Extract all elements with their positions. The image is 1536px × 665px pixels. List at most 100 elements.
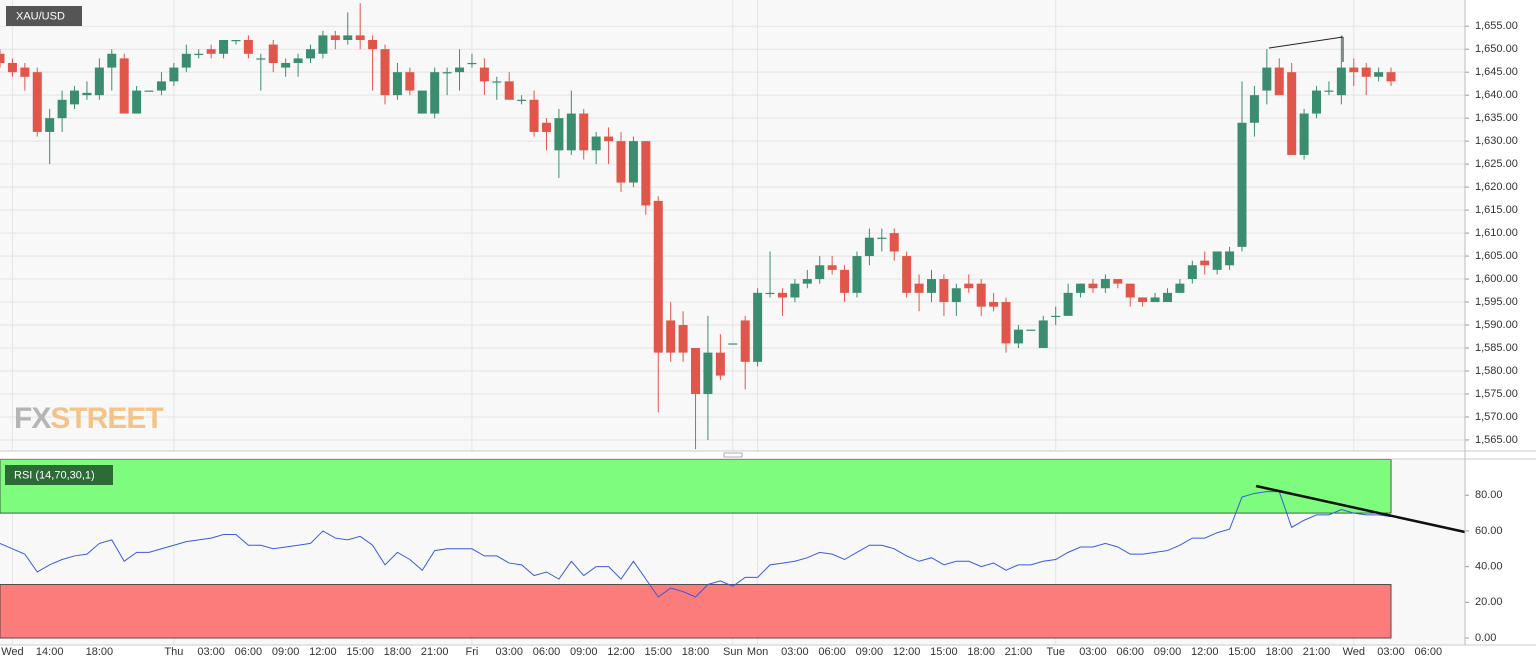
rsi-band bbox=[0, 459, 1392, 514]
candle-body bbox=[902, 256, 912, 293]
watermark-street: STREET bbox=[50, 402, 163, 435]
x-tick-label: 06:00 bbox=[1116, 646, 1144, 658]
x-tick-label: 03:00 bbox=[197, 646, 225, 658]
candle-body bbox=[169, 67, 179, 82]
x-tick-label: 15:00 bbox=[346, 646, 374, 658]
candle-body bbox=[1386, 72, 1396, 82]
candle-body bbox=[7, 62, 17, 73]
candle-body bbox=[32, 72, 42, 132]
x-tick-label: Thu bbox=[164, 646, 183, 658]
candle-body bbox=[1100, 279, 1110, 289]
candle-body bbox=[517, 99, 527, 101]
candle-body bbox=[815, 265, 825, 280]
candle-body bbox=[1249, 95, 1259, 123]
candle-body bbox=[1138, 297, 1148, 303]
x-tick-label: 12:00 bbox=[1191, 646, 1219, 658]
candle-body bbox=[666, 320, 676, 353]
candle-body bbox=[591, 136, 601, 151]
candle-body bbox=[989, 302, 999, 307]
y-tick-label: 80.00 bbox=[1475, 489, 1503, 501]
title-box bbox=[6, 6, 82, 26]
candle-body bbox=[715, 352, 725, 376]
candle-body bbox=[678, 325, 688, 353]
x-tick-label: 15:00 bbox=[930, 646, 958, 658]
x-tick-label: 06:00 bbox=[1415, 646, 1443, 658]
y-tick-label: 40.00 bbox=[1475, 561, 1503, 573]
candle-body bbox=[740, 320, 750, 362]
candle-body bbox=[541, 122, 551, 132]
x-tick-label: 03:00 bbox=[1377, 646, 1405, 658]
x-tick-label: 06:00 bbox=[818, 646, 846, 658]
y-tick-label: 0.00 bbox=[1475, 632, 1496, 644]
candle-body bbox=[392, 72, 402, 96]
x-tick-label: 09:00 bbox=[856, 646, 884, 658]
x-tick-label: 18:00 bbox=[682, 646, 710, 658]
candle-body bbox=[330, 35, 340, 40]
candle-body bbox=[1225, 251, 1235, 266]
candle-body bbox=[368, 39, 378, 50]
candle-body bbox=[1349, 67, 1359, 73]
candle-body bbox=[790, 283, 800, 298]
candle-body bbox=[1150, 297, 1160, 303]
candle-body bbox=[1162, 292, 1172, 303]
candle-body bbox=[107, 53, 117, 68]
y-tick-label: 1,650.00 bbox=[1475, 43, 1518, 55]
candle-body bbox=[206, 49, 216, 54]
x-tick-label: 21:00 bbox=[1005, 646, 1033, 658]
y-tick-label: 1,570.00 bbox=[1475, 411, 1518, 423]
y-tick-label: 1,605.00 bbox=[1475, 250, 1518, 262]
candle-body bbox=[864, 237, 874, 257]
candle-body bbox=[70, 90, 80, 105]
trend-line bbox=[1268, 36, 1344, 49]
x-tick-label: 03:00 bbox=[781, 646, 809, 658]
candle-body bbox=[691, 348, 701, 394]
candle-body bbox=[566, 113, 576, 151]
candle-body bbox=[492, 81, 502, 83]
candle-body bbox=[1187, 265, 1197, 280]
y-tick-label: 20.00 bbox=[1475, 596, 1503, 608]
candle-body bbox=[765, 292, 775, 295]
y-tick-label: 1,585.00 bbox=[1475, 342, 1518, 354]
x-tick-label: 06:00 bbox=[235, 646, 263, 658]
x-tick-label: 09:00 bbox=[1154, 646, 1182, 658]
candle-body bbox=[318, 35, 328, 54]
candle-body bbox=[1013, 329, 1023, 344]
x-tick-label: Fri bbox=[466, 646, 479, 658]
y-tick-label: 1,630.00 bbox=[1475, 135, 1518, 147]
candle-body bbox=[877, 237, 887, 239]
candle-body bbox=[82, 92, 92, 96]
x-tick-label: 12:00 bbox=[309, 646, 337, 658]
candle-body bbox=[243, 39, 253, 54]
candle-body bbox=[1262, 67, 1272, 91]
candle-body bbox=[641, 141, 651, 206]
x-tick-label: 18:00 bbox=[1265, 646, 1293, 658]
x-tick-label: 09:00 bbox=[570, 646, 598, 658]
candle-body bbox=[1324, 90, 1334, 92]
x-tick-label: 09:00 bbox=[272, 646, 300, 658]
candle-body bbox=[616, 141, 626, 183]
candle-body bbox=[430, 72, 440, 114]
candle-body bbox=[976, 283, 986, 307]
candle-body bbox=[1312, 90, 1322, 114]
x-tick-label: 12:00 bbox=[607, 646, 635, 658]
resize-handle[interactable] bbox=[723, 452, 743, 458]
candle-body bbox=[442, 72, 452, 74]
candle-body bbox=[181, 53, 191, 68]
x-tick-label: 06:00 bbox=[533, 646, 561, 658]
chart-title: XAU/USD bbox=[16, 10, 65, 22]
candle-body bbox=[467, 62, 477, 65]
x-tick-label: 18:00 bbox=[967, 646, 995, 658]
candle-body bbox=[852, 256, 862, 293]
candle-body bbox=[1026, 329, 1036, 331]
candle-body bbox=[604, 136, 614, 142]
candle-body bbox=[405, 72, 415, 91]
x-tick-label: 18:00 bbox=[86, 646, 114, 658]
x-tick-label: Tue bbox=[1046, 646, 1065, 658]
candle-body bbox=[554, 118, 564, 151]
candle-body bbox=[914, 283, 924, 293]
candle-body bbox=[417, 90, 427, 114]
candle-body bbox=[306, 49, 315, 59]
candle-body bbox=[1374, 72, 1384, 77]
y-tick-label: 1,615.00 bbox=[1475, 204, 1518, 216]
